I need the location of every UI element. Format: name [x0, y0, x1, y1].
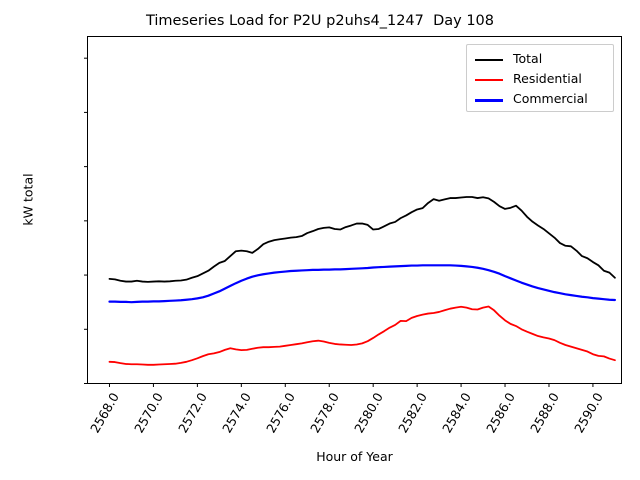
legend-entry-residential[interactable]: Residential: [475, 70, 609, 90]
chart-title: Timeseries Load for P2U p2uhs4_1247 Day …: [145, 13, 495, 29]
series-line-commercial: [108, 264, 617, 304]
legend-label: Total: [513, 51, 543, 66]
x-tick-marks: [108, 383, 594, 387]
legend-entry-commercial[interactable]: Commercial: [475, 90, 609, 110]
legend-swatch-commercial-icon: [475, 99, 503, 102]
chart-legend: Total Residential Commercial: [466, 44, 614, 112]
legend-entry-total[interactable]: Total: [475, 50, 609, 70]
x-axis-label: Hour of Year: [316, 449, 393, 464]
legend-label: Residential: [513, 71, 582, 86]
series-line-residential: [108, 305, 616, 366]
series-lines: [108, 196, 617, 366]
legend-swatch-total-icon: [475, 59, 503, 62]
y-tick-marks: [84, 57, 88, 384]
series-line-total: [108, 196, 616, 283]
legend-label: Commercial: [513, 91, 588, 106]
legend-swatch-residential-icon: [475, 79, 503, 82]
